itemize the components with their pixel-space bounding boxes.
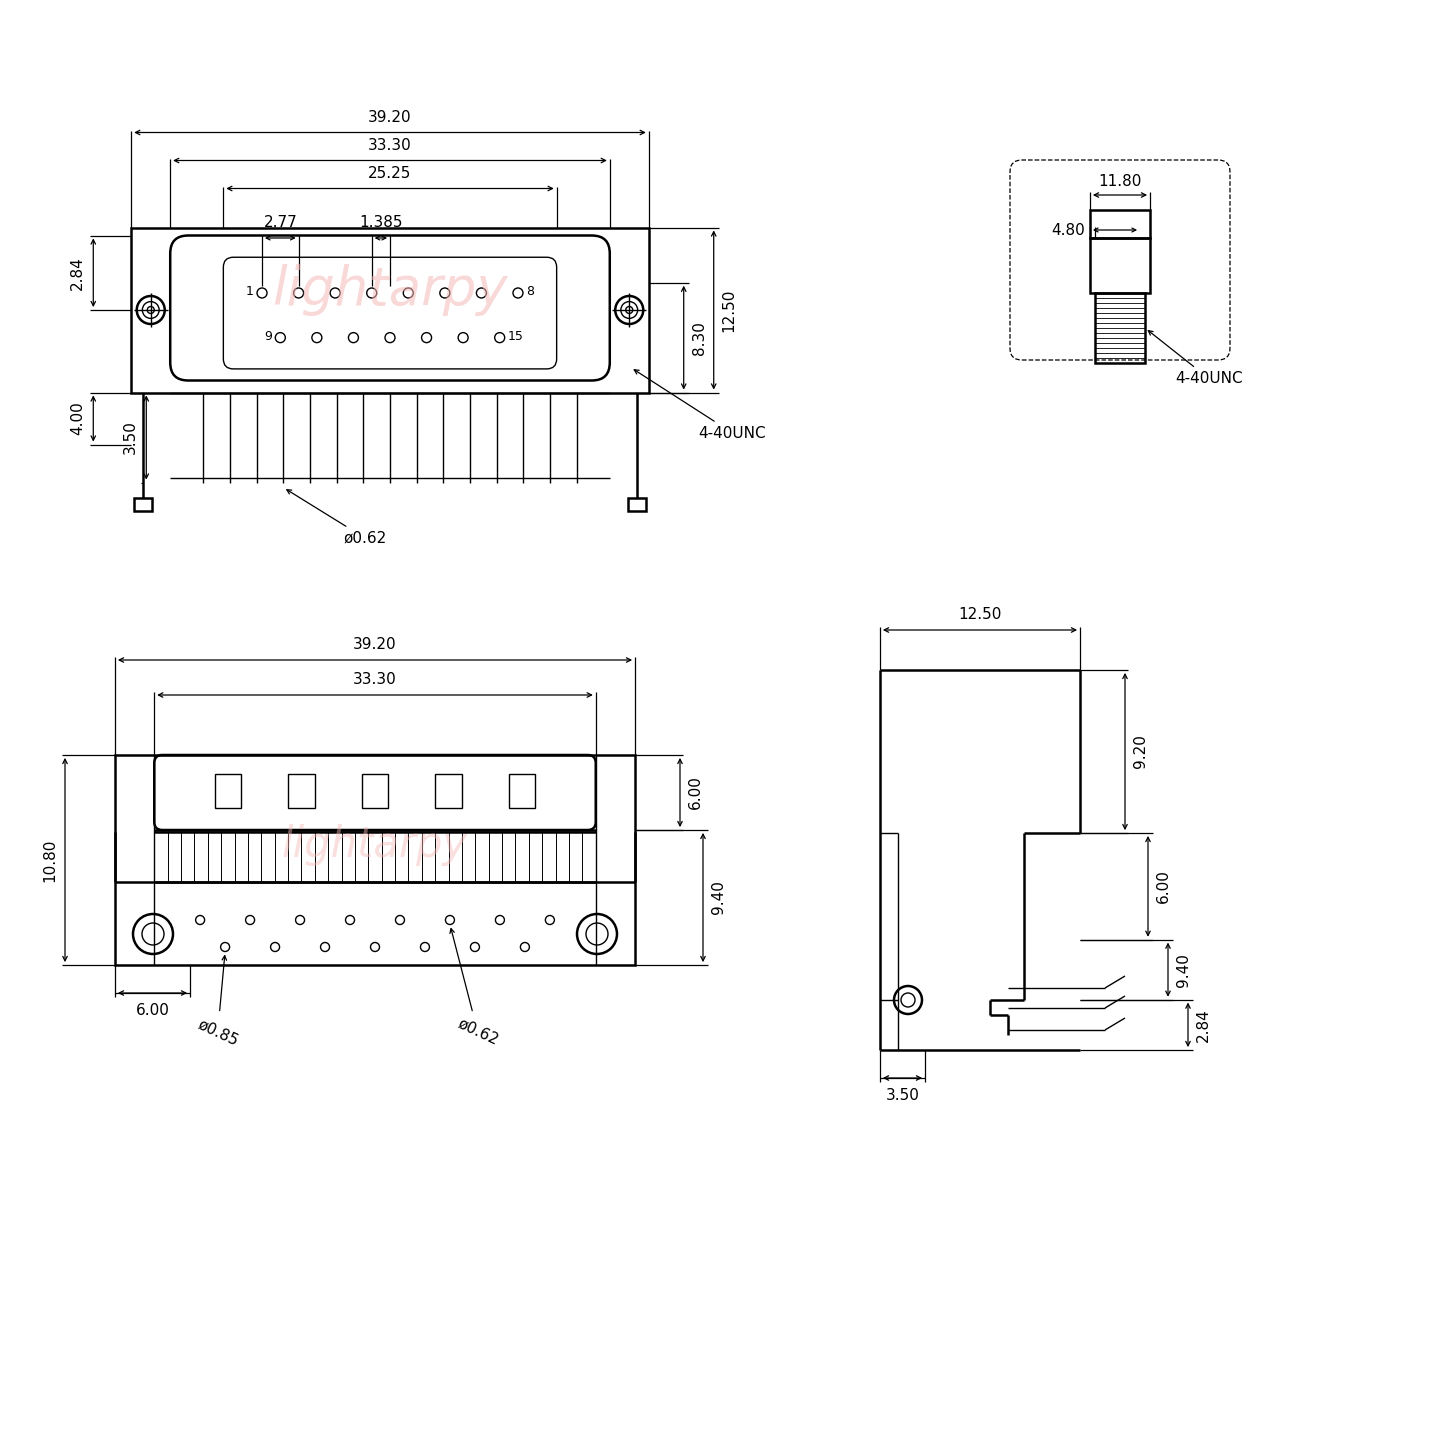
Text: 6.00: 6.00	[688, 776, 703, 809]
Text: 9: 9	[265, 330, 272, 343]
Bar	[628, 497, 645, 511]
Text: 3.50: 3.50	[886, 1089, 919, 1103]
Text: 3.50: 3.50	[124, 420, 138, 455]
Bar	[1090, 238, 1151, 292]
Bar	[1090, 210, 1151, 238]
Text: 8: 8	[526, 285, 534, 298]
Text: 4-40UNC: 4-40UNC	[1148, 331, 1243, 386]
Text: lightarpy: lightarpy	[282, 824, 468, 865]
Bar	[508, 773, 536, 808]
Text: 4.80: 4.80	[1051, 223, 1084, 238]
Text: 33.30: 33.30	[353, 672, 397, 687]
Text: 11.80: 11.80	[1099, 174, 1142, 189]
Bar	[215, 773, 240, 808]
Text: 9.40: 9.40	[711, 881, 726, 914]
Text: 15: 15	[508, 330, 524, 343]
Text: 6.00: 6.00	[135, 1004, 170, 1018]
Text: 9.20: 9.20	[1133, 734, 1148, 769]
Text: ø0.62: ø0.62	[287, 490, 386, 546]
Bar	[288, 773, 315, 808]
Bar	[361, 773, 389, 808]
Text: ø0.85: ø0.85	[194, 956, 240, 1048]
Text: 2.77: 2.77	[264, 215, 297, 230]
Text: 39.20: 39.20	[369, 109, 412, 124]
Text: 10.80: 10.80	[42, 838, 58, 881]
Text: 12.50: 12.50	[958, 608, 1002, 622]
Text: 12.50: 12.50	[721, 288, 737, 331]
Bar	[435, 773, 462, 808]
Bar	[131, 228, 648, 393]
Text: 25.25: 25.25	[369, 166, 412, 180]
Text: 6.00: 6.00	[1156, 870, 1171, 903]
Text: 1.385: 1.385	[359, 215, 403, 230]
Text: 2.84: 2.84	[71, 256, 85, 289]
Text: 4-40UNC: 4-40UNC	[634, 370, 766, 441]
Bar	[1094, 292, 1145, 363]
Text: 4.00: 4.00	[71, 402, 85, 435]
Bar	[134, 497, 153, 511]
Bar	[115, 755, 635, 965]
Text: 2.84: 2.84	[1197, 1008, 1211, 1041]
Text: ø0.62: ø0.62	[449, 929, 501, 1048]
Text: 33.30: 33.30	[369, 137, 412, 153]
Text: 8.30: 8.30	[691, 321, 707, 354]
Text: 9.40: 9.40	[1176, 953, 1191, 986]
Text: 39.20: 39.20	[353, 636, 397, 652]
Text: 1: 1	[246, 285, 253, 298]
Text: lightarpy: lightarpy	[272, 264, 508, 315]
